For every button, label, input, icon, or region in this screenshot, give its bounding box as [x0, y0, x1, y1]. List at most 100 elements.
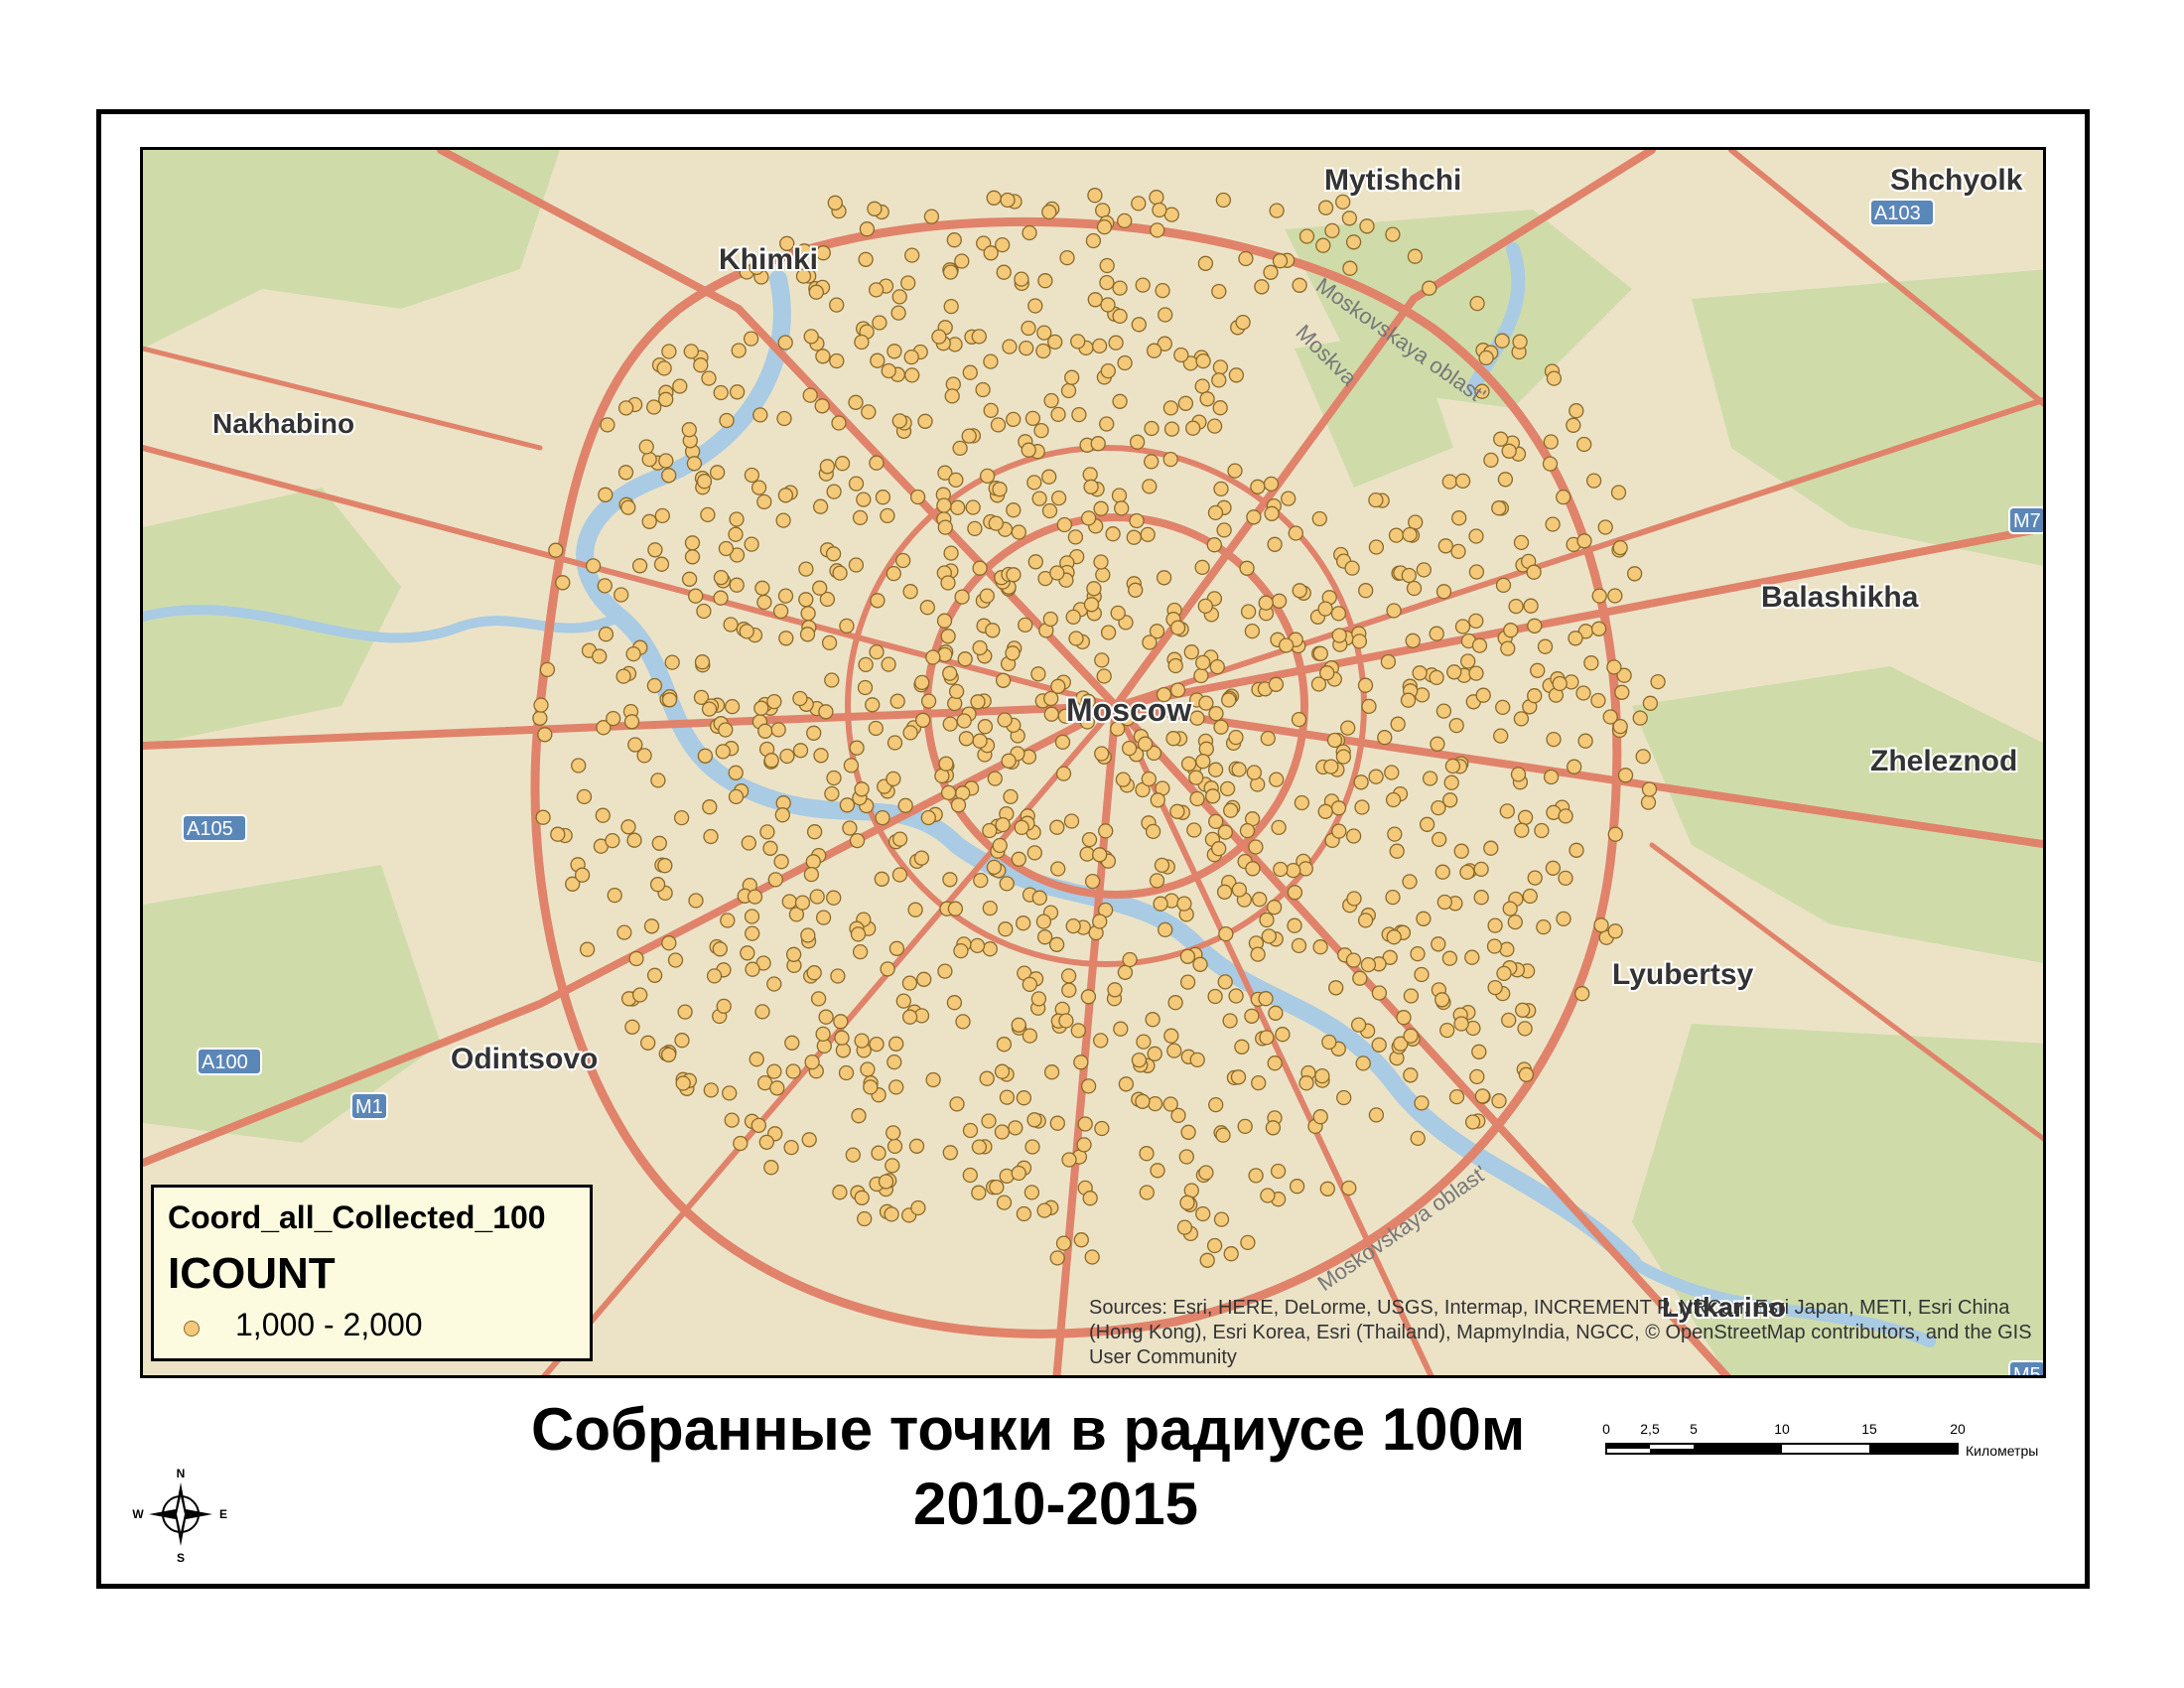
collected-point[interactable]: [1246, 509, 1262, 525]
collected-point[interactable]: [979, 468, 996, 485]
collected-point[interactable]: [1568, 631, 1583, 646]
collected-point[interactable]: [970, 694, 986, 710]
collected-point[interactable]: [1145, 1012, 1160, 1028]
collected-point[interactable]: [1403, 1067, 1419, 1083]
collected-point[interactable]: [988, 515, 1004, 531]
collected-point[interactable]: [623, 714, 640, 730]
collected-point[interactable]: [800, 606, 816, 622]
collected-point[interactable]: [1546, 731, 1562, 748]
collected-point[interactable]: [1387, 826, 1403, 842]
collected-point[interactable]: [1248, 839, 1264, 855]
collected-point[interactable]: [954, 253, 970, 269]
collected-point[interactable]: [1217, 824, 1233, 840]
collected-point[interactable]: [1000, 192, 1016, 209]
collected-point[interactable]: [868, 720, 884, 737]
collected-point[interactable]: [1077, 1116, 1093, 1132]
collected-point[interactable]: [865, 697, 881, 713]
collected-point[interactable]: [925, 649, 941, 665]
collected-point[interactable]: [1444, 758, 1461, 774]
collected-point[interactable]: [1350, 1017, 1367, 1033]
collected-point[interactable]: [1430, 736, 1445, 752]
collected-point[interactable]: [724, 1112, 740, 1128]
collected-point[interactable]: [1082, 1191, 1098, 1206]
collected-point[interactable]: [775, 512, 791, 528]
collected-point[interactable]: [1259, 912, 1275, 928]
collected-point[interactable]: [1310, 676, 1327, 692]
collected-point[interactable]: [839, 618, 855, 634]
collected-point[interactable]: [1158, 307, 1173, 323]
collected-point[interactable]: [937, 963, 953, 979]
collected-point[interactable]: [1403, 988, 1420, 1004]
collected-point[interactable]: [1292, 277, 1307, 293]
collected-point[interactable]: [1360, 956, 1377, 973]
collected-point[interactable]: [1377, 730, 1393, 746]
collected-point[interactable]: [539, 661, 556, 678]
collected-point[interactable]: [1281, 491, 1297, 506]
collected-point[interactable]: [1311, 510, 1327, 527]
collected-point[interactable]: [1234, 1039, 1250, 1055]
collected-point[interactable]: [962, 1122, 979, 1139]
collected-point[interactable]: [983, 353, 999, 369]
collected-point[interactable]: [801, 1132, 817, 1148]
collected-point[interactable]: [1414, 966, 1430, 983]
collected-point[interactable]: [1402, 526, 1418, 543]
collected-point[interactable]: [971, 1185, 987, 1200]
collected-point[interactable]: [1135, 277, 1151, 293]
collected-point[interactable]: [785, 1063, 801, 1079]
collected-point[interactable]: [887, 1138, 903, 1155]
collected-point[interactable]: [1237, 1118, 1253, 1135]
collected-point[interactable]: [1602, 709, 1618, 725]
collected-point[interactable]: [1047, 334, 1063, 351]
collected-point[interactable]: [1050, 678, 1066, 694]
collected-point[interactable]: [1177, 395, 1194, 411]
collected-point[interactable]: [1268, 676, 1285, 692]
collected-point[interactable]: [997, 712, 1013, 728]
collected-point[interactable]: [731, 343, 747, 358]
collected-point[interactable]: [1215, 192, 1232, 209]
collected-point[interactable]: [1331, 823, 1347, 839]
collected-point[interactable]: [1189, 1052, 1205, 1068]
collected-point[interactable]: [550, 826, 566, 842]
collected-point[interactable]: [1192, 956, 1208, 972]
collected-point[interactable]: [1245, 861, 1261, 877]
collected-point[interactable]: [919, 600, 935, 616]
collected-point[interactable]: [1450, 543, 1466, 560]
collected-point[interactable]: [1454, 619, 1471, 634]
collected-point[interactable]: [1513, 534, 1530, 551]
collected-point[interactable]: [848, 476, 865, 492]
collected-point[interactable]: [952, 440, 968, 457]
collected-point[interactable]: [857, 1210, 873, 1227]
collected-point[interactable]: [1250, 479, 1266, 494]
collected-point[interactable]: [799, 627, 816, 642]
collected-point[interactable]: [660, 1047, 677, 1062]
collected-point[interactable]: [1575, 685, 1591, 701]
collected-point[interactable]: [848, 557, 865, 573]
collected-point[interactable]: [1087, 188, 1103, 204]
collected-point[interactable]: [1056, 516, 1072, 533]
collected-point[interactable]: [1223, 802, 1239, 818]
collected-point[interactable]: [1499, 941, 1515, 957]
collected-point[interactable]: [628, 950, 644, 967]
collected-point[interactable]: [1335, 194, 1351, 211]
collected-point[interactable]: [998, 921, 1014, 937]
collected-point[interactable]: [848, 394, 864, 410]
collected-point[interactable]: [1099, 257, 1115, 274]
collected-point[interactable]: [888, 940, 905, 956]
collected-point[interactable]: [813, 748, 829, 764]
collected-point[interactable]: [957, 651, 973, 667]
collected-point[interactable]: [992, 482, 1008, 497]
collected-point[interactable]: [1139, 1146, 1155, 1162]
collected-point[interactable]: [891, 413, 907, 429]
collected-point[interactable]: [1141, 771, 1157, 787]
collected-point[interactable]: [950, 499, 966, 515]
collected-point[interactable]: [1147, 1095, 1163, 1112]
collected-point[interactable]: [1096, 668, 1112, 684]
collected-point[interactable]: [1464, 1114, 1481, 1130]
collected-point[interactable]: [1517, 809, 1534, 825]
collected-point[interactable]: [1288, 525, 1303, 541]
collected-point[interactable]: [798, 592, 814, 608]
collected-point[interactable]: [762, 840, 778, 856]
collected-point[interactable]: [1113, 1021, 1129, 1037]
collected-point[interactable]: [1149, 624, 1165, 639]
collected-point[interactable]: [1336, 1089, 1352, 1106]
